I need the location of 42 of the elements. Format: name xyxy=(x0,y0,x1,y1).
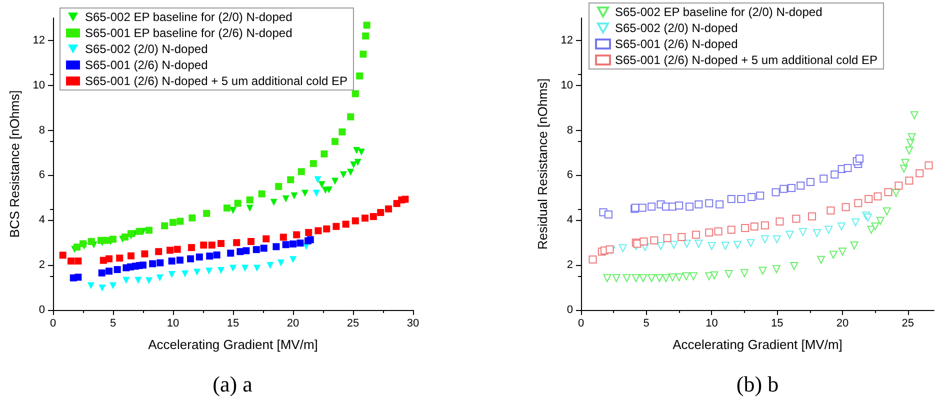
text: (b) b xyxy=(736,372,779,396)
y-tick-label: 10 xyxy=(32,79,45,92)
x-tick-label: 10 xyxy=(706,318,718,330)
y-tick-label: 6 xyxy=(566,169,573,182)
x-tick-label: 20 xyxy=(286,318,300,330)
x-tick-label: 30 xyxy=(406,318,420,330)
y-tick-label: 8 xyxy=(566,124,573,136)
y-axis-title: Residual Resistance [nOhms] xyxy=(535,78,550,250)
y-tick-label: 2 xyxy=(38,259,45,272)
y-tick-label: 10 xyxy=(560,79,573,92)
y-tick-label: 2 xyxy=(566,259,573,272)
y-tick-label: 6 xyxy=(38,169,45,182)
x-tick-label: 15 xyxy=(770,318,784,330)
legend-label: S65-002 EP baseline for (2/0) N-doped xyxy=(85,10,292,24)
legend-label: S65-001 (2/6) N-doped xyxy=(615,37,738,51)
y-tick-label: 4 xyxy=(566,214,573,226)
legend-label: S65-001 EP baseline for (2/6) N-doped xyxy=(85,26,292,40)
x-tick-label: 15 xyxy=(226,318,240,330)
y-tick-label: 4 xyxy=(38,214,45,226)
y-tick-label: 0 xyxy=(38,304,45,316)
x-axis-title: Accelerating Gradient [MV/m] xyxy=(672,337,842,352)
y-tick-label: 8 xyxy=(38,124,45,136)
x-tick-label: 25 xyxy=(902,318,914,330)
y-tick-label: 12 xyxy=(560,34,573,46)
x-tick-label: 0 xyxy=(50,318,56,330)
legend-label: S65-002 EP baseline for (2/0) N-doped xyxy=(615,5,822,19)
x-tick-label: 5 xyxy=(110,318,116,330)
legend-label: S65-001 (2/6) N-doped + 5 um additional cold EP xyxy=(615,53,878,67)
legend-label: S65-002 (2/0) N-doped xyxy=(615,21,738,35)
legend-label: S65-001 (2/6) N-doped xyxy=(85,58,208,72)
y-tick-label: 12 xyxy=(32,34,45,46)
x-tick-label: 5 xyxy=(643,318,650,330)
legend-label: S65-002 (2/0) N-doped xyxy=(85,42,208,56)
y-tick-label: 0 xyxy=(566,304,573,316)
x-axis-title: Accelerating Gradient [MV/m] xyxy=(148,337,318,352)
y-axis-title: BCS Resistance [nOhms] xyxy=(7,90,22,238)
x-tick-label: 20 xyxy=(836,318,849,330)
legend-label: S65-001 (2/6) N-doped + 5 um additional cold EP xyxy=(85,74,348,88)
x-tick-label: 25 xyxy=(346,318,360,330)
x-tick-label: 10 xyxy=(166,318,180,330)
text: (a) a xyxy=(212,372,253,396)
x-tick-label: 0 xyxy=(578,318,584,330)
